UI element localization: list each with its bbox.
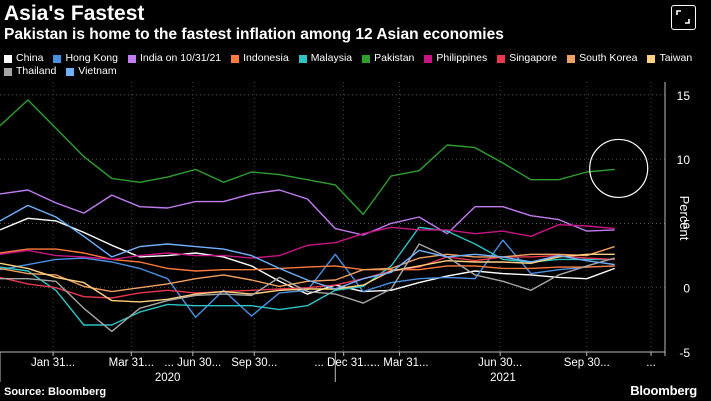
expand-icon[interactable] [671, 5, 696, 30]
chart-subtitle: Pakistan is home to the fastest inflatio… [4, 26, 504, 43]
legend-swatch [647, 54, 656, 63]
legend-label: South Korea [579, 52, 638, 64]
x-tick-label: Jan 31... [31, 357, 75, 369]
series-line-hong-kong [0, 239, 615, 318]
legend-swatch [4, 67, 12, 76]
y-tick-label: 5 [683, 217, 690, 231]
legend-swatch [497, 54, 506, 63]
legend-item: Pakistan [362, 52, 414, 65]
y-tick-label: 10 [677, 153, 691, 167]
x-tick-label: ... Mar 31... [370, 357, 428, 369]
legend-label: Taiwan [659, 52, 693, 64]
year-label: 2020 [155, 372, 181, 384]
legend-item: Taiwan [647, 52, 692, 65]
series-line-singapore [0, 254, 615, 299]
y-tick-label: -5 [679, 346, 690, 360]
legend-row: Thailand Vietnam [4, 65, 710, 78]
series-line-philippines [0, 223, 615, 261]
legend-label: China [16, 52, 44, 64]
series-line-thailand [0, 243, 615, 333]
legend-label: Indonesia [243, 52, 289, 64]
legend-swatch [362, 54, 371, 63]
expand-corners [676, 10, 690, 24]
chart-title: Asia's Fastest [4, 2, 145, 25]
legend-item: India on 10/31/21 [127, 52, 222, 65]
legend-swatch [424, 54, 433, 63]
legend-item: South Korea [567, 52, 637, 65]
legend-swatch [567, 54, 576, 63]
year-label: 2021 [490, 372, 516, 384]
legend-item: Philippines [424, 52, 487, 65]
legend-item: Malaysia [298, 52, 353, 65]
source-note: Source: Bloomberg [4, 386, 107, 398]
legend-label: Malaysia [310, 52, 353, 64]
x-tick-label: ... [646, 357, 656, 369]
legend-label: India on 10/31/21 [139, 52, 222, 64]
y-axis-label: Percent [677, 196, 692, 241]
legend: China Hong Kong India on 10/31/21 Indonesia… [4, 52, 710, 78]
series-line-pakistan [0, 99, 615, 216]
legend-label: Philippines [436, 52, 488, 64]
series-line-indonesia [0, 248, 615, 272]
legend-item: Thailand [4, 65, 56, 78]
legend-row: China Hong Kong India on 10/31/21 Indonesia… [4, 52, 710, 65]
annotation-circle [589, 138, 649, 199]
series-line-vietnam [0, 204, 615, 290]
x-tick-label: Sep 30... [564, 357, 610, 369]
x-tick-label: Mar 31... [109, 357, 154, 369]
legend-label: Hong Kong [65, 52, 118, 64]
series-line-south-korea [0, 245, 615, 293]
x-tick-label: Jun 30... [478, 357, 522, 369]
legend-swatch [66, 67, 75, 76]
legend-label: Thailand [16, 65, 57, 77]
series-line-taiwan [0, 253, 615, 303]
bloomberg-logo: Bloomberg [630, 383, 697, 398]
legend-swatch [127, 54, 136, 63]
series-line-india-on-10-31-21 [0, 189, 615, 236]
legend-label: Vietnam [78, 65, 117, 77]
x-tick-label: ... Dec 31... [314, 357, 373, 369]
legend-swatch [4, 54, 12, 63]
legend-item: Singapore [497, 52, 557, 65]
legend-swatch [298, 54, 307, 63]
series-line-malaysia [0, 226, 615, 326]
y-tick-label: 15 [677, 89, 691, 103]
legend-item: Hong Kong [53, 52, 118, 65]
x-tick-label: Sep 30... [231, 357, 277, 369]
x-tick-label: ... Jun 30... [164, 357, 221, 369]
legend-item: Vietnam [66, 65, 117, 78]
legend-item: China [4, 52, 43, 65]
y-tick-label: 0 [683, 282, 690, 296]
legend-swatch [231, 54, 240, 63]
legend-swatch [53, 54, 62, 63]
series-line-china [0, 217, 615, 295]
legend-item: Indonesia [231, 52, 289, 65]
legend-label: Pakistan [374, 52, 415, 64]
legend-label: Singapore [509, 52, 558, 64]
